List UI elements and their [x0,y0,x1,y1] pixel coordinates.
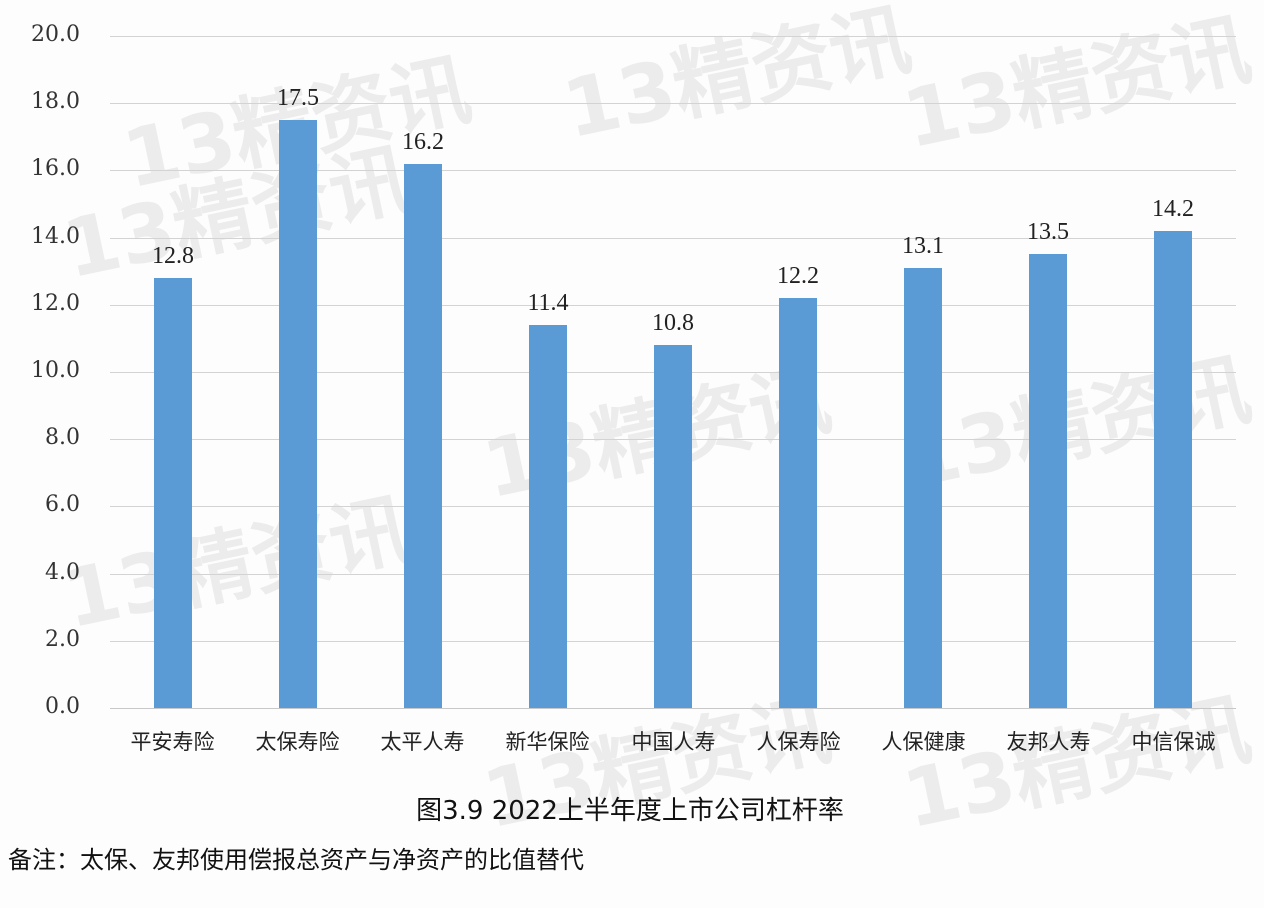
y-tick-label: 8.0 [45,425,80,450]
bar [654,345,692,708]
watermark-text: 13精资讯 [895,682,1259,847]
data-label: 13.5 [1027,219,1069,245]
y-tick-label: 18.0 [31,89,80,114]
gridline [110,103,1236,104]
bar [1154,231,1192,708]
data-label: 13.1 [902,233,944,259]
y-tick-label: 6.0 [45,492,80,517]
y-tick-label: 10.0 [31,358,80,383]
data-label: 10.8 [652,310,694,336]
data-label: 16.2 [402,129,444,155]
gridline [110,36,1236,37]
chart-note: 备注：太保、友邦使用偿报总资产与净资产的比值替代 [8,846,584,874]
watermark-text: 13精资讯 [895,2,1259,167]
bar [779,298,817,708]
x-category-label: 新华保险 [505,730,590,754]
bar [904,268,942,708]
watermark-text: 13精资讯 [55,132,419,297]
bar [279,120,317,708]
x-category-label: 人保寿险 [756,730,841,754]
gridline [110,305,1236,306]
x-category-label: 中国人寿 [631,730,716,754]
data-label: 11.4 [527,290,569,316]
chart-title: 图3.9 2022上半年度上市公司杠杆率 [416,796,844,826]
y-tick-label: 4.0 [45,560,80,585]
gridline [110,170,1236,171]
y-tick-label: 20.0 [31,22,80,47]
x-category-label: 友邦人寿 [1006,730,1091,754]
watermark-text: 13精资讯 [895,342,1259,507]
watermark-text: 13精资讯 [55,482,419,647]
y-tick-label: 12.0 [31,291,80,316]
y-tick-label: 2.0 [45,627,80,652]
x-category-label: 人保健康 [881,730,966,754]
x-category-label: 太保寿险 [255,730,340,754]
data-label: 17.5 [277,85,319,111]
x-axis-line [110,708,1236,709]
y-tick-label: 0.0 [45,694,80,719]
gridline [110,238,1236,239]
y-tick-label: 14.0 [31,224,80,249]
data-label: 12.2 [777,263,819,289]
x-category-label: 平安寿险 [130,730,215,754]
watermark-text: 13精资讯 [555,0,919,157]
bar [404,164,442,708]
x-category-label: 太平人寿 [380,730,465,754]
bar [1029,254,1067,708]
bar [529,325,567,708]
data-label: 12.8 [152,243,194,269]
data-label: 14.2 [1152,196,1194,222]
x-category-label: 中信保诚 [1131,730,1216,754]
bar [154,278,192,708]
y-tick-label: 16.0 [31,156,80,181]
